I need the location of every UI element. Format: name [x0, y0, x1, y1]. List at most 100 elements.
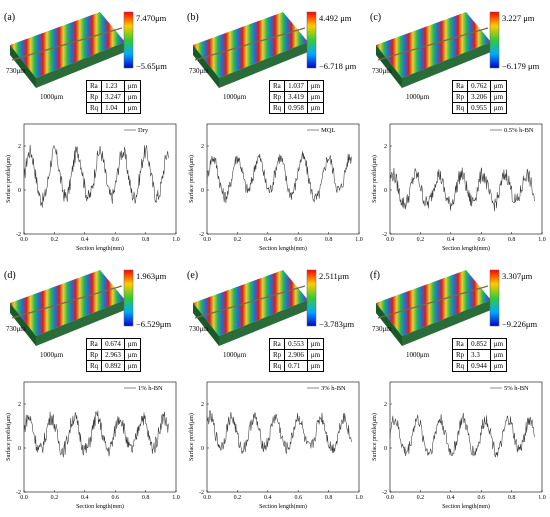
surface-3d-map	[10, 11, 134, 88]
y-tick-label: 0	[384, 446, 387, 452]
roughness-table: Ra 1.23 μm Rp 3.247 μm Rq 1.04 μm	[85, 80, 142, 114]
roughness-value: 2.906	[284, 349, 308, 361]
y-axis-label: Surface profile(μm)	[188, 155, 195, 203]
y-tick-label: -2	[16, 490, 21, 496]
colorbar-min-label: −5.65μm	[136, 61, 167, 71]
legend-label: MQL	[321, 127, 335, 134]
y-tick-label: -2	[16, 232, 21, 238]
roughness-param: Ra	[451, 338, 469, 350]
x-tick-label: 0.2	[417, 237, 425, 243]
surface-side-front	[402, 42, 491, 88]
surface-side-left	[376, 45, 402, 88]
roughness-param: Rq	[268, 360, 286, 372]
colorbar	[490, 12, 499, 68]
roughness-row: Ra 0.674 μm	[85, 338, 142, 350]
x-tick-label: 0.8	[325, 237, 333, 243]
roughness-table: Ra 0.674 μm Rp 2.963 μm Rq 0.892 μm	[85, 338, 142, 372]
panel-a: (a) 7.470μm −5.65μm 730μm 1000μm Ra 1.23 μm Rp 3.…	[0, 0, 183, 258]
roughness-row: Rq 0.892 μm	[85, 360, 142, 372]
y-tick-label: -2	[382, 232, 387, 238]
x-tick-label: 0.4	[447, 495, 455, 501]
roughness-row: Ra 1.23 μm	[85, 80, 142, 92]
x-tick-label: 0.2	[417, 495, 425, 501]
profile-trace	[206, 151, 352, 204]
surface-top	[193, 12, 308, 78]
x-axis-label: Section length(mm)	[442, 503, 490, 510]
legend-label: 0.5% h-BN	[504, 127, 534, 134]
x-tick-label: 0.6	[477, 495, 485, 501]
roughness-param: Rq	[451, 102, 469, 114]
roughness-value: 3.3	[467, 349, 491, 361]
x-tick-label: 1.0	[172, 237, 180, 243]
roughness-value: 0.958	[284, 102, 308, 114]
roughness-unit: μm	[123, 80, 142, 92]
surface-3d-map	[193, 269, 317, 346]
x-tick-label: 1.0	[538, 237, 546, 243]
x-tick-label: 0.4	[264, 495, 272, 501]
colorbar-max-label: 7.470μm	[136, 13, 167, 23]
panel-tag: (c)	[370, 12, 382, 23]
roughness-unit: μm	[306, 349, 325, 361]
colorbar-frame	[123, 11, 134, 69]
roughness-param: Ra	[451, 80, 469, 92]
roughness-unit: μm	[306, 80, 325, 92]
legend-label: Dry	[138, 127, 149, 134]
roughness-row: Ra 0.762 μm	[451, 80, 508, 92]
roughness-row: Rq 0.71 μm	[268, 360, 325, 372]
profile-chart: 0.0 0.2 0.4 0.6 0.8 1.0 -2 0 2 Section length(mm)…	[5, 381, 180, 510]
section-line	[194, 285, 306, 319]
roughness-row: Rp 3.3 μm	[451, 349, 508, 361]
colorbar	[124, 270, 133, 326]
y-tick-label: 0	[384, 188, 387, 194]
section-line	[194, 27, 306, 61]
roughness-unit: μm	[123, 360, 142, 372]
roughness-value: 3.206	[467, 91, 491, 103]
colorbar-min-label: −6.718 μm	[319, 61, 357, 71]
x-tick-label: 1.0	[355, 237, 363, 243]
roughness-unit: μm	[123, 91, 142, 103]
panel-tag: (d)	[4, 270, 16, 281]
dimension-y-label: 730μm	[6, 325, 26, 333]
x-tick-label: 0.4	[447, 237, 455, 243]
profile-trace	[23, 410, 169, 458]
x-tick-label: 0.6	[294, 237, 302, 243]
colorbar	[307, 270, 316, 326]
dimension-x-label: 1000μm	[406, 93, 430, 101]
panel-tag: (a)	[4, 12, 16, 23]
panel-d: (d) 1.963μm −6.529μm 730μm 1000μm Ra 0.674 μm Rp…	[0, 258, 183, 516]
profile-chart: 0.0 0.2 0.4 0.6 0.8 1.0 -2 0 2 Section length(mm)…	[188, 123, 363, 252]
x-tick-label: 0.0	[386, 237, 394, 243]
colorbar-frame	[489, 11, 500, 69]
roughness-value: 3.419	[284, 91, 308, 103]
y-axis-label: Surface profile(μm)	[188, 413, 195, 461]
plot-frame	[206, 123, 360, 235]
legend-label: 3% h-BN	[321, 385, 346, 392]
roughness-row: Ra 1.037 μm	[268, 80, 325, 92]
dimension-x-label: 1000μm	[223, 351, 247, 359]
colorbar-min-label: −3.783μm	[319, 319, 355, 329]
x-tick-label: 0.4	[81, 495, 89, 501]
x-tick-label: 0.2	[234, 237, 242, 243]
profile-chart: 0.0 0.2 0.4 0.6 0.8 1.0 -2 0 2 Section length(mm)…	[371, 123, 546, 252]
surface-top	[193, 270, 308, 336]
y-tick-label: 2	[18, 402, 21, 408]
roughness-value: 0.892	[101, 360, 125, 372]
x-tick-label: 0.8	[142, 237, 150, 243]
colorbar	[307, 12, 316, 68]
y-tick-label: 0	[201, 446, 204, 452]
roughness-param: Rq	[85, 102, 103, 114]
x-tick-label: 0.8	[508, 237, 515, 243]
legend-label: 1% h-BN	[138, 385, 163, 392]
roughness-row: Ra 0.553 μm	[268, 338, 325, 350]
roughness-value: 0.553	[284, 338, 308, 350]
roughness-param: Rq	[85, 360, 103, 372]
colorbar-frame	[306, 11, 317, 69]
roughness-row: Rp 3.206 μm	[451, 91, 508, 103]
dimension-x-label: 1000μm	[40, 93, 64, 101]
profile-trace	[23, 144, 169, 208]
surface-3d-map	[193, 11, 317, 88]
x-tick-label: 0.6	[111, 495, 119, 501]
surface-side-left	[376, 303, 402, 346]
surface-side-front	[36, 42, 125, 88]
panel-c: (c) 3.227 μm −6.179 μm 730μm 1000μm Ra 0.762 μm…	[366, 0, 549, 258]
